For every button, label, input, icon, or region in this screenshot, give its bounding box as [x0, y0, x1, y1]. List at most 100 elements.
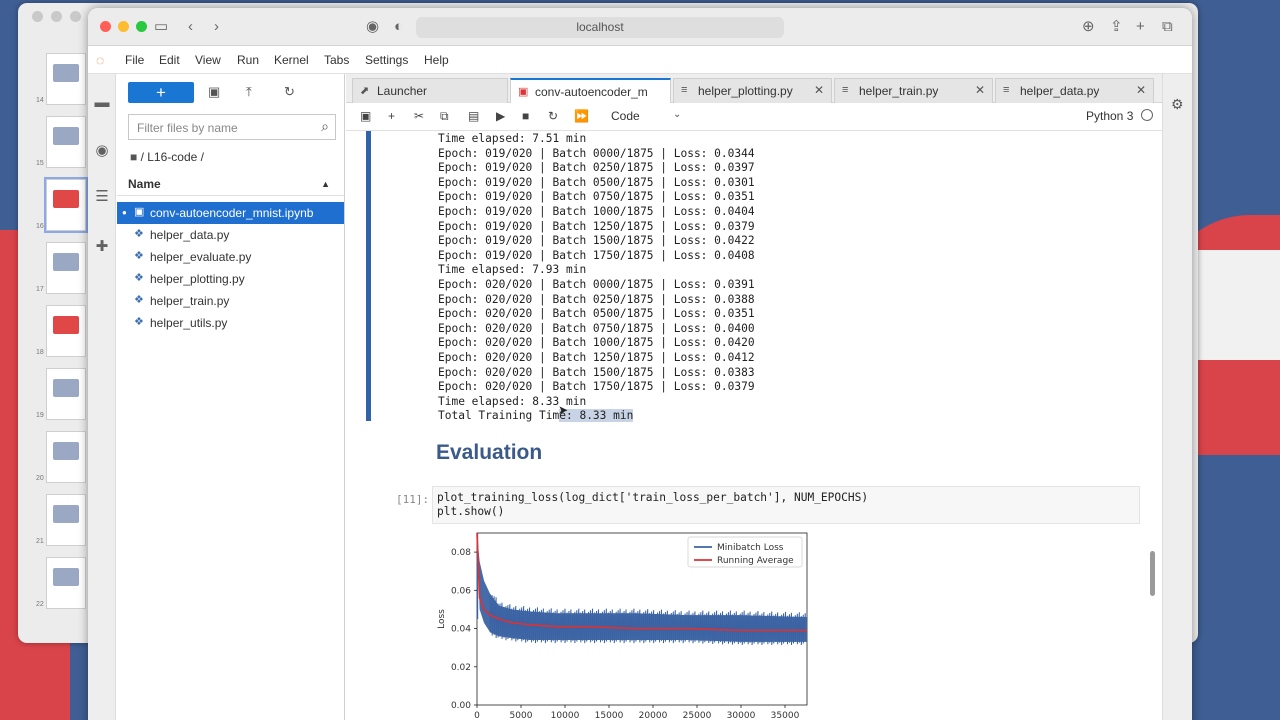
scrollbar[interactable] [1150, 551, 1155, 596]
url-text: localhost [576, 20, 624, 34]
menu-file[interactable]: File [125, 53, 145, 67]
close-tab-icon[interactable]: ✕ [813, 83, 824, 97]
upload-icon[interactable]: ⤒ [246, 84, 252, 99]
output-line: Time elapsed: 7.93 min [438, 263, 587, 277]
save-icon[interactable]: ▣ [360, 109, 372, 123]
file-item[interactable]: ❖ helper_evaluate.py [117, 246, 344, 268]
training-loss-chart: 0.00 0.02 0.04 0.06 0.08 0 5000 10000 15000 20000… [432, 527, 816, 720]
copy-icon[interactable]: ⧉ [440, 109, 449, 123]
menu-edit[interactable]: Edit [159, 53, 180, 67]
menu-view[interactable]: View [195, 53, 221, 67]
running-icon[interactable]: ◉ [95, 142, 109, 159]
code-cell[interactable]: plot_training_loss(log_dict['train_loss_… [432, 486, 1140, 524]
file-name: helper_utils.py [150, 316, 228, 330]
forward-icon[interactable]: › [214, 18, 219, 35]
tab-helper-data[interactable]: ≡ helper_data.py ✕ [995, 78, 1154, 103]
cut-icon[interactable]: ✂ [414, 109, 425, 123]
tab-overview-icon[interactable]: ⧉ [1162, 18, 1173, 35]
python-icon: ≡ [681, 84, 688, 96]
paste-icon[interactable]: ▤ [468, 109, 480, 123]
file-item[interactable]: ● ▣ conv-autoencoder_mnist.ipynb [117, 202, 344, 224]
toc-icon[interactable]: ☰ [95, 188, 109, 205]
slide-number: 20 [36, 475, 44, 482]
slide-thumbnail[interactable] [46, 494, 86, 546]
gear-icon[interactable]: ⚙ [1171, 96, 1184, 112]
python-icon: ❖ [134, 228, 144, 240]
notebook-icon: ▣ [518, 86, 529, 98]
slide-thumbnail[interactable] [46, 431, 86, 483]
running-dot-icon: ● [122, 208, 127, 217]
slide-thumbnail[interactable] [46, 53, 86, 105]
close-tab-icon[interactable]: ✕ [1135, 83, 1146, 97]
file-item[interactable]: ❖ helper_plotting.py [117, 268, 344, 290]
name-column-header[interactable]: Name ▲ [117, 172, 344, 196]
run-icon[interactable]: ▶ [496, 109, 506, 123]
download-icon[interactable]: ⊕ [1082, 18, 1095, 35]
python-icon: ❖ [134, 294, 144, 306]
menu-run[interactable]: Run [237, 53, 260, 67]
output-line: Epoch: 019/020 | Batch 1250/1875 | Loss:… [438, 219, 755, 233]
x-tick-label: 10000 [551, 711, 580, 720]
file-item[interactable]: ❖ helper_train.py [117, 290, 344, 312]
insert-cell-icon[interactable]: + [388, 109, 396, 123]
slide-number: 22 [36, 601, 44, 608]
slide-number: 14 [36, 97, 44, 104]
zoom-window-button[interactable] [136, 21, 147, 32]
restart-icon[interactable]: ↻ [548, 109, 559, 123]
refresh-icon[interactable]: ↻ [284, 84, 295, 99]
sidebar-toggle-icon[interactable]: ▭ [154, 18, 169, 35]
file-item[interactable]: ❖ helper_data.py [117, 224, 344, 246]
new-tab-icon[interactable]: + [1136, 18, 1145, 35]
shield-icon[interactable]: ◐ [394, 18, 404, 35]
slide-thumbnail[interactable] [46, 557, 86, 609]
back-icon[interactable]: ‹ [188, 18, 193, 35]
menu-kernel[interactable]: Kernel [274, 53, 309, 67]
extension-icon[interactable]: ✚ [95, 238, 109, 255]
address-bar[interactable]: localhost [416, 17, 784, 38]
new-folder-icon[interactable]: ▣ [208, 84, 221, 99]
tab-helper-plotting[interactable]: ≡ helper_plotting.py ✕ [673, 78, 832, 103]
breadcrumb-path[interactable]: / L16-code / [140, 150, 204, 164]
chevron-down-icon[interactable]: ⌄ [673, 109, 682, 120]
tab-notebook[interactable]: ▣ conv-autoencoder_m [510, 78, 671, 104]
new-launcher-button[interactable]: + [128, 82, 194, 103]
output-line: Epoch: 019/020 | Batch 0500/1875 | Loss:… [438, 175, 755, 189]
output-line: Epoch: 020/020 | Batch 1250/1875 | Loss:… [438, 351, 755, 364]
stop-icon[interactable]: ■ [522, 109, 530, 123]
kernel-status-icon [1141, 109, 1153, 121]
breadcrumb[interactable]: ■ / L16-code / [130, 150, 204, 164]
tab-helper-train[interactable]: ≡ helper_train.py ✕ [834, 78, 993, 103]
slide-preview [53, 505, 79, 523]
close-tab-icon[interactable]: ✕ [974, 83, 985, 97]
menu-help[interactable]: Help [424, 53, 449, 67]
total-training-time: Total Training Time: 8.33 min [438, 409, 634, 423]
x-tick-label: 0 [474, 711, 480, 720]
python-icon: ≡ [842, 84, 849, 96]
slide-thumbnail[interactable] [46, 368, 86, 420]
kernel-name[interactable]: Python 3 [1086, 109, 1134, 123]
menu-tabs[interactable]: Tabs [324, 53, 350, 67]
output-line: Epoch: 020/020 | Batch 0250/1875 | Loss:… [438, 292, 755, 306]
cell-type-select[interactable]: Code [611, 109, 640, 123]
slide-thumbnail[interactable] [46, 305, 86, 357]
restart-run-all-icon[interactable]: ⏩ [574, 109, 589, 123]
active-cell-indicator[interactable] [366, 131, 371, 421]
file-item[interactable]: ❖ helper_utils.py [117, 312, 344, 334]
minimize-window-button[interactable] [118, 21, 129, 32]
legend-box [687, 536, 803, 568]
notebook-toolbar: ▣ + ✂ ⧉ ▤ ▶ ■ ↻ ⏩ Code ⌄ Python 3 [346, 103, 1162, 131]
slide-number: 18 [36, 349, 44, 356]
tab-launcher[interactable]: ⬈ Launcher [352, 78, 508, 103]
folder-icon[interactable]: ▬ [94, 94, 110, 111]
slide-thumbnail[interactable] [44, 177, 88, 233]
filter-files-input[interactable]: Filter files by name ⌕ [128, 114, 336, 140]
share-icon[interactable]: ⇪ [1110, 18, 1123, 35]
mouse-cursor-icon: ➤ [558, 403, 569, 417]
y-tick-label: 0.06 [451, 586, 471, 596]
close-window-button[interactable] [100, 21, 111, 32]
slide-thumbnail[interactable] [46, 116, 86, 168]
y-tick-label: 0.04 [451, 625, 471, 635]
privacy-icon[interactable]: ◉ [366, 18, 380, 35]
menu-settings[interactable]: Settings [365, 53, 409, 67]
slide-thumbnail[interactable] [46, 242, 86, 294]
